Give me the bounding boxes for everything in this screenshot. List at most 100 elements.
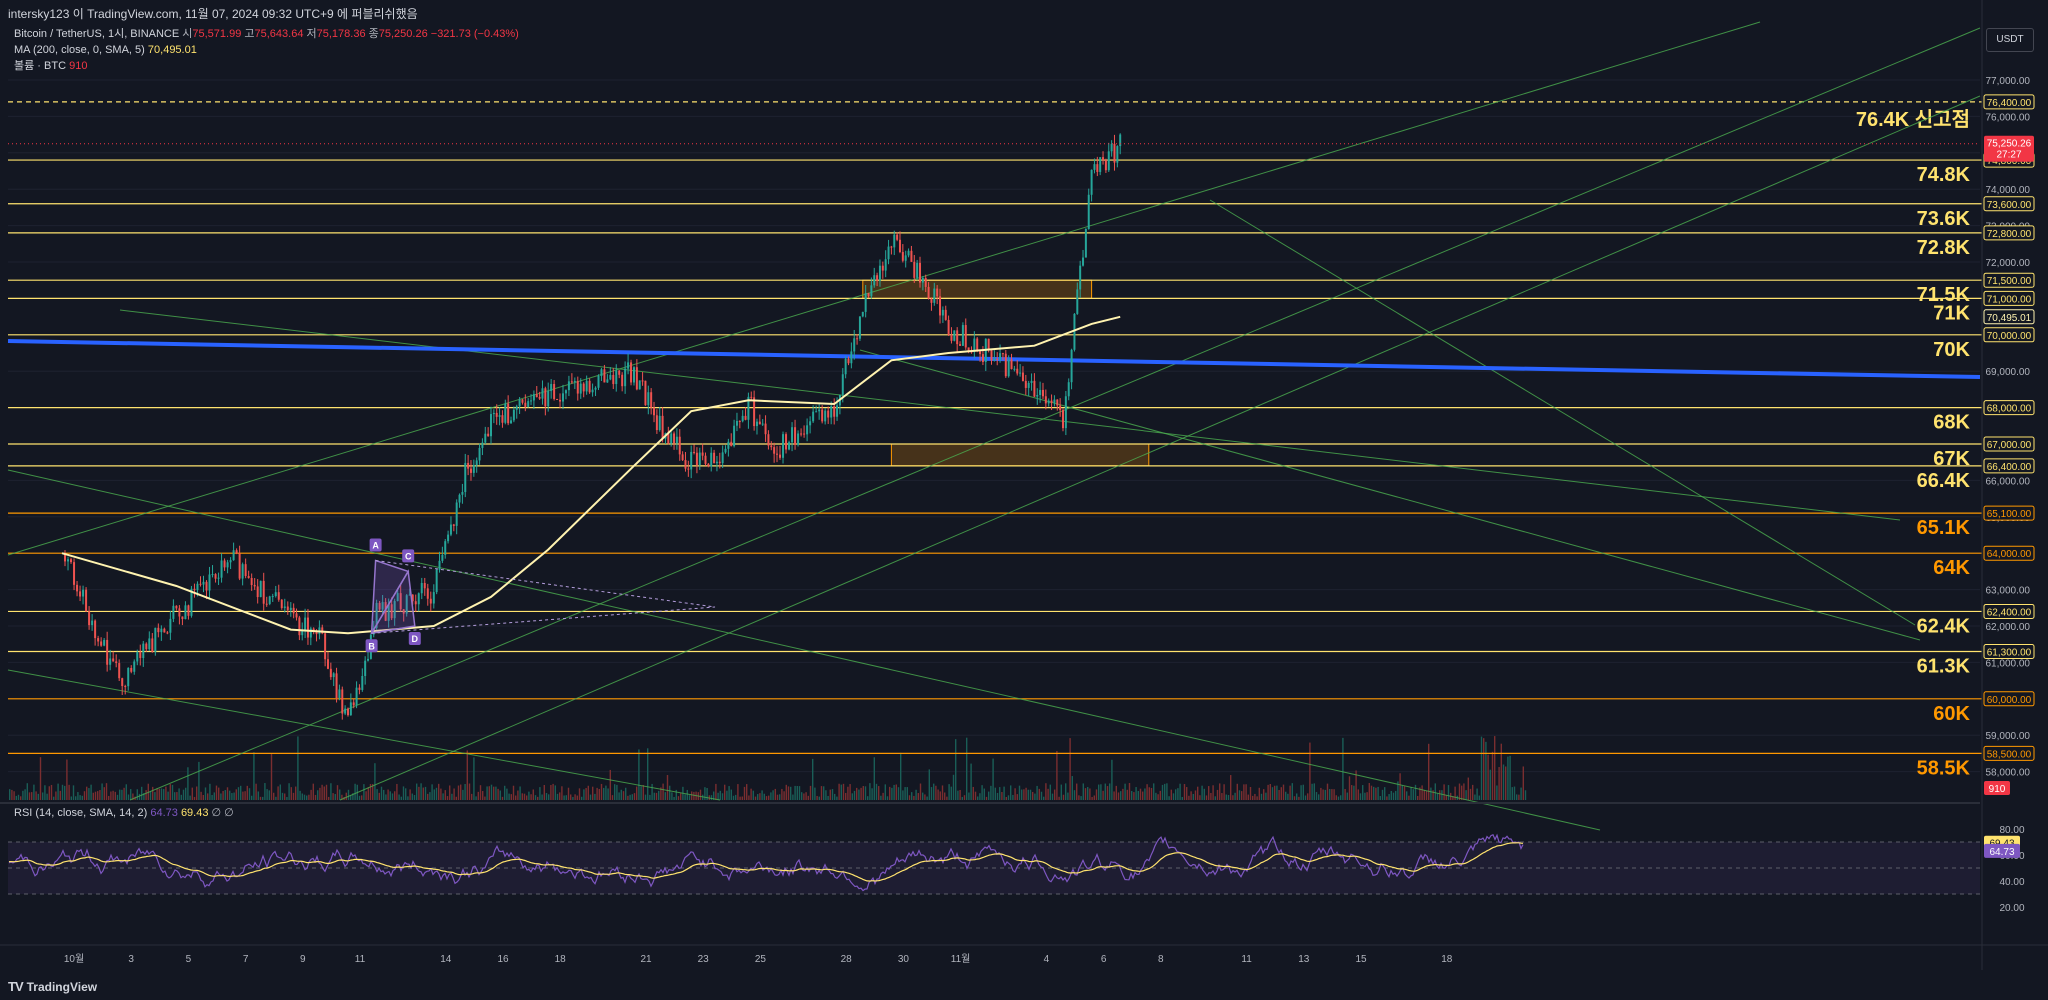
volume-bar [948,784,950,800]
candle-body [573,380,576,382]
volume-bar [783,791,785,800]
volume-bar [1364,792,1366,800]
candle-body [458,494,461,503]
volume-bar [875,783,878,800]
volume-bar [684,794,686,800]
volume-bar [862,786,864,800]
volume-bar [686,789,688,800]
level-axis-badge [1983,745,2035,761]
candle-body [556,398,559,400]
volume-bar [715,783,717,800]
volume-bar [1249,786,1252,800]
volume-bar [743,786,746,800]
candle-body [930,298,933,303]
volume-bar [48,786,50,800]
volume-bar [1522,766,1524,800]
candle-body [678,436,681,455]
candle-body [836,405,839,417]
candle-body [990,350,993,361]
candle-body [827,410,830,418]
volume-bar [919,783,922,800]
volume-bar [594,793,596,800]
volume-bar [266,789,268,800]
volume-bar [455,796,457,800]
volume-bar [1513,786,1516,800]
candle-body [312,628,315,631]
volume-bar [383,789,385,800]
candle-body [544,388,547,407]
volume-bar [867,796,869,800]
volume-bar [917,793,919,800]
candle-body [921,277,924,283]
candle-body [847,358,850,364]
volume-bar [614,784,616,800]
volume-bar [121,789,123,800]
volume-bar [759,793,761,800]
candle-body [487,433,490,437]
volume-bar [1177,788,1179,800]
volume-bar [411,793,413,800]
candle-body [630,362,633,383]
date-tick-label: 9 [300,954,306,965]
volume-bar [1373,786,1375,800]
low-label: 저 [306,28,317,40]
volume-bar [1509,755,1511,800]
volume-bar [400,796,402,800]
ma-label[interactable]: MA (200, close, 0, SMA, 5) [14,44,145,56]
volume-bar [1370,785,1373,800]
volume-bar [651,783,653,800]
volume-bar [270,753,273,800]
candle-body [223,560,226,568]
pattern-point-badge [369,538,382,552]
candle-body [653,407,656,416]
volume-bar [125,784,127,800]
volume-bar [1287,793,1289,800]
volume-bar [174,792,176,800]
volume-bar [748,795,750,800]
level-axis-badge [1983,691,2035,707]
volume-bar [1102,790,1104,800]
volume-bar [616,784,618,800]
candle-body [444,541,447,555]
volume-bar [1128,783,1131,800]
volume-bar [675,789,677,800]
candle-body [193,588,196,591]
volume-label[interactable]: 볼륨 · BTC [14,60,67,72]
candle-body [727,441,730,449]
volume-bar [468,783,471,800]
level-axis-label: 64,000.00 [1987,549,2032,560]
volume-bar [1093,795,1095,800]
volume-bar [1436,793,1439,800]
volume-bar [295,786,297,800]
currency-selector[interactable]: USDT [1986,28,2034,52]
volume-bar [1146,784,1148,800]
candle-body [106,639,109,665]
price-tick-label: 69,000.00 [1986,367,2031,378]
volume-bar [1293,796,1296,800]
candle-body [238,553,241,579]
rsi-label[interactable]: RSI (14, close, SMA, 14, 2) [14,807,148,819]
candle-body [858,316,861,339]
volume-bar [543,785,545,800]
volume-bar [1067,792,1069,800]
candle-body [744,415,747,420]
candle-body [196,583,199,591]
candle-body [178,608,181,617]
volume-bar [306,795,308,800]
volume-bar [741,796,743,800]
volume-bar [1161,784,1164,800]
volume-bar [352,793,354,800]
price-tick-label: 77,000.00 [1986,76,2031,87]
channel-line [339,95,1981,801]
volume-bar [279,784,281,800]
volume-bar [288,783,290,800]
volume-bar [1148,787,1150,800]
volume-bar [457,785,460,800]
volume-bar [1082,783,1084,800]
volume-bar [818,796,820,800]
volume-bar [706,787,708,800]
candle-body [884,259,887,271]
candle-body [452,524,455,526]
symbol-name[interactable]: Bitcoin / TetherUS, 1시, BINANCE [14,28,180,40]
